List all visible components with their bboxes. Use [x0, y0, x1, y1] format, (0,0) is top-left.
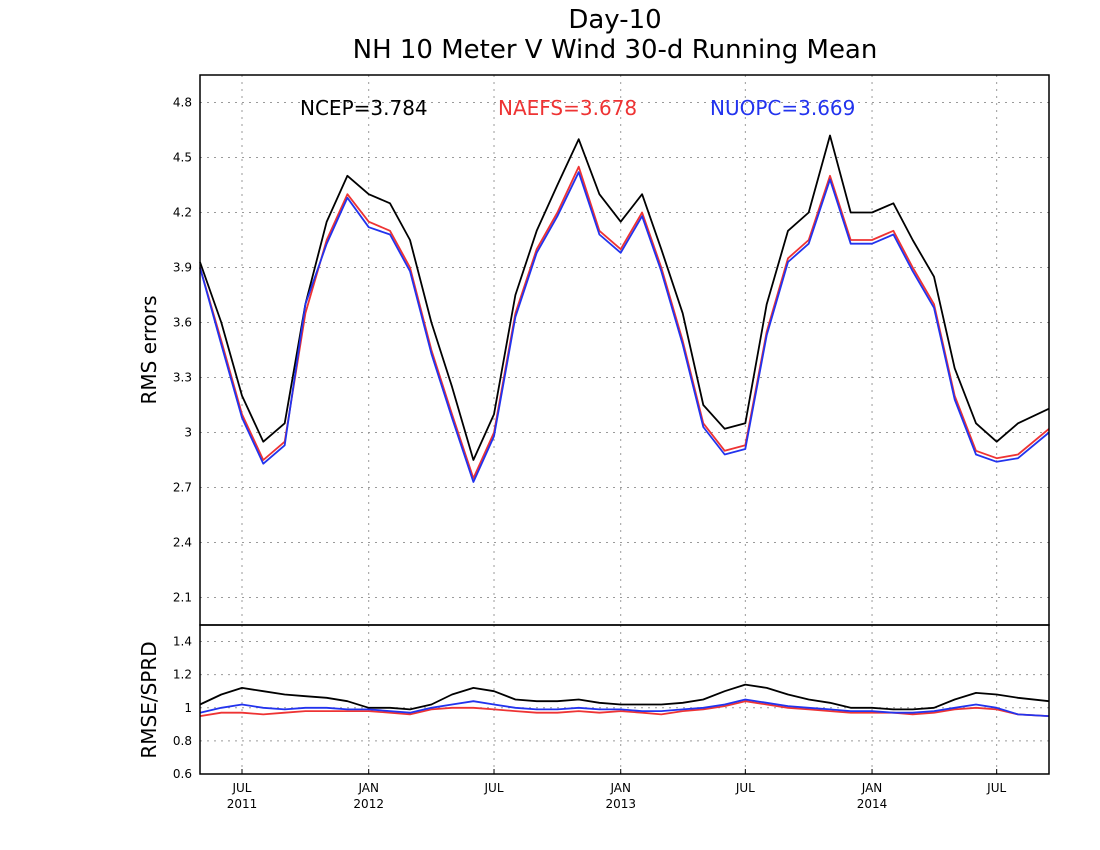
- x-tick-label-month: JAN: [861, 781, 883, 795]
- bottom-y-tick-labels: 0.6 0.8 1 1.2 1.4: [173, 635, 192, 781]
- top-y-tick-label: 3.9: [173, 261, 192, 275]
- top-y-tick-label: 3: [184, 426, 192, 440]
- x-tick-label-month: JUL: [231, 781, 251, 795]
- x-tick-labels: JUL 2011 JAN 2012 JUL JAN 2013 JUL JAN 2014 JUL: [227, 769, 1006, 811]
- chart-subtitle: NH 10 Meter V Wind 30-d Running Mean: [353, 35, 878, 65]
- top-gridlines: [200, 75, 1049, 625]
- top-y-tick-label: 2.1: [173, 591, 192, 605]
- chart-title: Day-10: [568, 5, 661, 35]
- bottom-y-tick-label: 0.8: [173, 734, 192, 748]
- top-y-tick-label: 4.2: [173, 206, 192, 220]
- x-tick-label-year: 2012: [353, 797, 384, 811]
- x-tick-label-month: JAN: [357, 781, 379, 795]
- top-y-tick-label: 3.6: [173, 316, 192, 330]
- top-series-line-nuopc: [199, 171, 1050, 483]
- bottom-series-lines: [199, 683, 1050, 717]
- x-tick-label-month: JUL: [735, 781, 755, 795]
- legend-nuopc: NUOPC=3.669: [710, 96, 855, 120]
- top-y-tick-label: 4.5: [173, 151, 192, 165]
- x-tick-label-year: 2011: [227, 797, 258, 811]
- top-series-line-ncep: [199, 134, 1050, 461]
- bottom-plot-frame: [199, 624, 1050, 775]
- top-y-tick-label: 4.8: [173, 96, 192, 110]
- top-series-line-naefs: [199, 165, 1050, 480]
- top-y-axis-label: RMS errors: [137, 295, 161, 404]
- top-y-tick-label: 2.7: [173, 481, 192, 495]
- bottom-y-tick-label: 1.2: [173, 668, 192, 682]
- x-tick-label-year: 2013: [605, 797, 636, 811]
- top-series-lines: [199, 134, 1050, 483]
- bottom-y-tick-label: 0.6: [173, 767, 192, 781]
- bottom-y-tick-label: 1.4: [173, 635, 192, 649]
- top-y-tick-label: 2.4: [173, 536, 192, 550]
- bottom-y-tick-label: 1: [184, 701, 192, 715]
- bottom-y-axis-label: RMSE/SPRD: [137, 641, 161, 758]
- x-tick-label-month: JUL: [484, 781, 504, 795]
- top-y-tick-label: 3.3: [173, 371, 192, 385]
- legend-ncep: NCEP=3.784: [300, 96, 428, 120]
- top-y-tick-labels: 2.1 2.4 2.7 3 3.3 3.6 3.9 4.2 4.5 4.8: [173, 96, 192, 605]
- bottom-series-line-ncep: [199, 683, 1050, 711]
- bottom-series-line-nuopc: [199, 698, 1050, 717]
- legend-naefs: NAEFS=3.678: [498, 96, 637, 120]
- x-tick-label-month: JAN: [609, 781, 631, 795]
- x-tick-label-year: 2014: [857, 797, 888, 811]
- bottom-gridlines: [200, 625, 1049, 775]
- x-tick-label-month: JUL: [986, 781, 1006, 795]
